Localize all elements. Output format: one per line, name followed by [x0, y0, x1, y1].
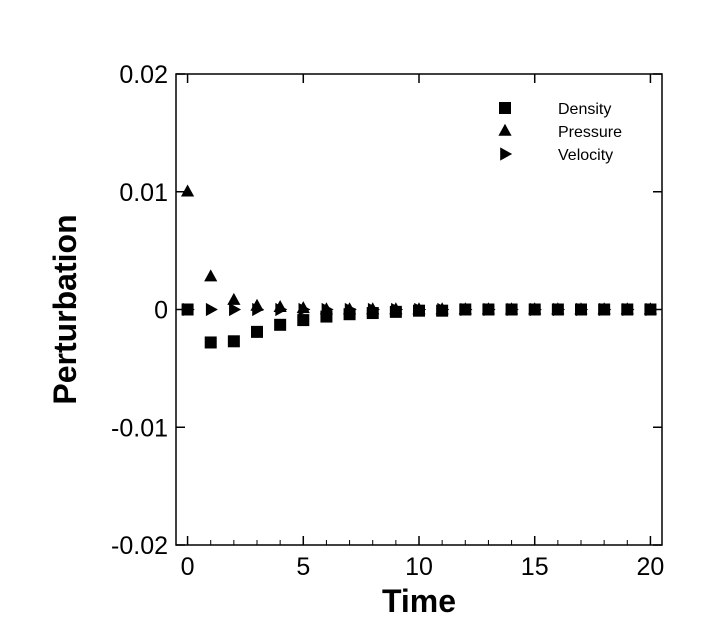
data-point	[298, 302, 311, 317]
data-point	[391, 302, 404, 317]
y-axis-title: Perturbation	[47, 214, 83, 404]
data-point	[622, 302, 635, 317]
x-tick-label: 20	[637, 553, 665, 581]
data-point	[460, 302, 473, 317]
x-tick-label: 0	[181, 553, 195, 581]
data-point	[367, 302, 380, 317]
data-point	[275, 302, 288, 317]
data-point	[344, 302, 357, 317]
data-point	[205, 302, 218, 317]
axis-ticks: -0.02 -0.01 0 0.01 0.02 0 5 10 15 20	[111, 61, 664, 581]
x-tick-label: 15	[521, 553, 549, 581]
legend-marker	[499, 102, 511, 114]
y-tick-label: 0	[154, 297, 168, 325]
data-point	[204, 336, 217, 349]
data-point	[483, 302, 496, 317]
data-point	[553, 302, 566, 317]
data-point	[182, 302, 195, 317]
data-point	[274, 318, 287, 331]
data-point	[437, 302, 450, 317]
legend-label: Pressure	[558, 124, 622, 141]
data-point	[227, 292, 241, 305]
data-point	[251, 325, 263, 338]
data-point	[645, 302, 658, 317]
x-axis-title: Time	[382, 583, 456, 619]
x-tick-label: 5	[296, 553, 310, 581]
legend-marker	[498, 123, 512, 136]
y-tick-label: 0.01	[119, 179, 168, 207]
data-point	[229, 302, 242, 317]
y-tick-label: -0.02	[111, 532, 168, 560]
x-tick-label: 10	[405, 553, 433, 581]
legend-label: Velocity	[558, 147, 613, 164]
data-point	[297, 314, 310, 327]
data-point	[529, 302, 542, 317]
y-tick-label: -0.01	[111, 414, 168, 442]
legend-marker	[500, 147, 513, 161]
data-point	[599, 302, 612, 317]
legend: Density Pressure Velocity	[498, 101, 622, 164]
data-point	[180, 184, 195, 197]
data-point	[506, 302, 519, 317]
data-point	[576, 302, 589, 317]
series-pressure	[180, 184, 658, 315]
data-point	[321, 302, 334, 317]
data-point	[414, 302, 427, 317]
y-tick-label: 0.02	[119, 61, 168, 89]
data-point	[252, 302, 265, 317]
data-point	[227, 335, 240, 348]
data-marks	[180, 184, 658, 349]
legend-label: Density	[558, 101, 611, 118]
series-velocity	[182, 302, 658, 317]
data-point	[204, 269, 218, 282]
